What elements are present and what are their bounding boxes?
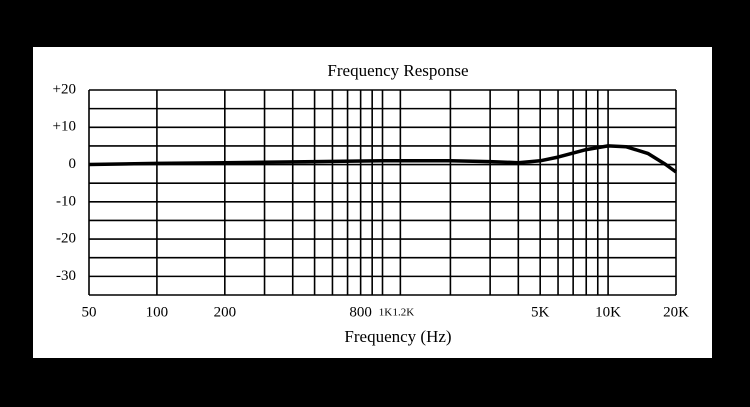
x-tick-label: 1.2K	[393, 307, 415, 319]
x-tick-label: 1K	[379, 307, 393, 319]
x-tick-label: 200	[214, 304, 237, 320]
y-tick-label: 0	[69, 156, 77, 172]
x-tick-label: 50	[82, 304, 97, 320]
y-tick-label: +20	[53, 81, 76, 97]
x-tick-label: 100	[146, 304, 169, 320]
y-tick-label: -20	[56, 231, 76, 247]
x-tick-label: 10K	[595, 304, 621, 320]
x-tick-label: 5K	[531, 304, 550, 320]
chart-title: Frequency Response	[327, 61, 468, 80]
x-axis-label: Frequency (Hz)	[344, 327, 451, 346]
y-tick-label: -10	[56, 193, 76, 209]
y-tick-label: +10	[53, 119, 76, 135]
y-tick-label: -30	[56, 268, 76, 284]
response-curve	[88, 144, 678, 174]
x-tick-label: 800	[349, 304, 372, 320]
x-tick-label: 20K	[663, 304, 689, 320]
